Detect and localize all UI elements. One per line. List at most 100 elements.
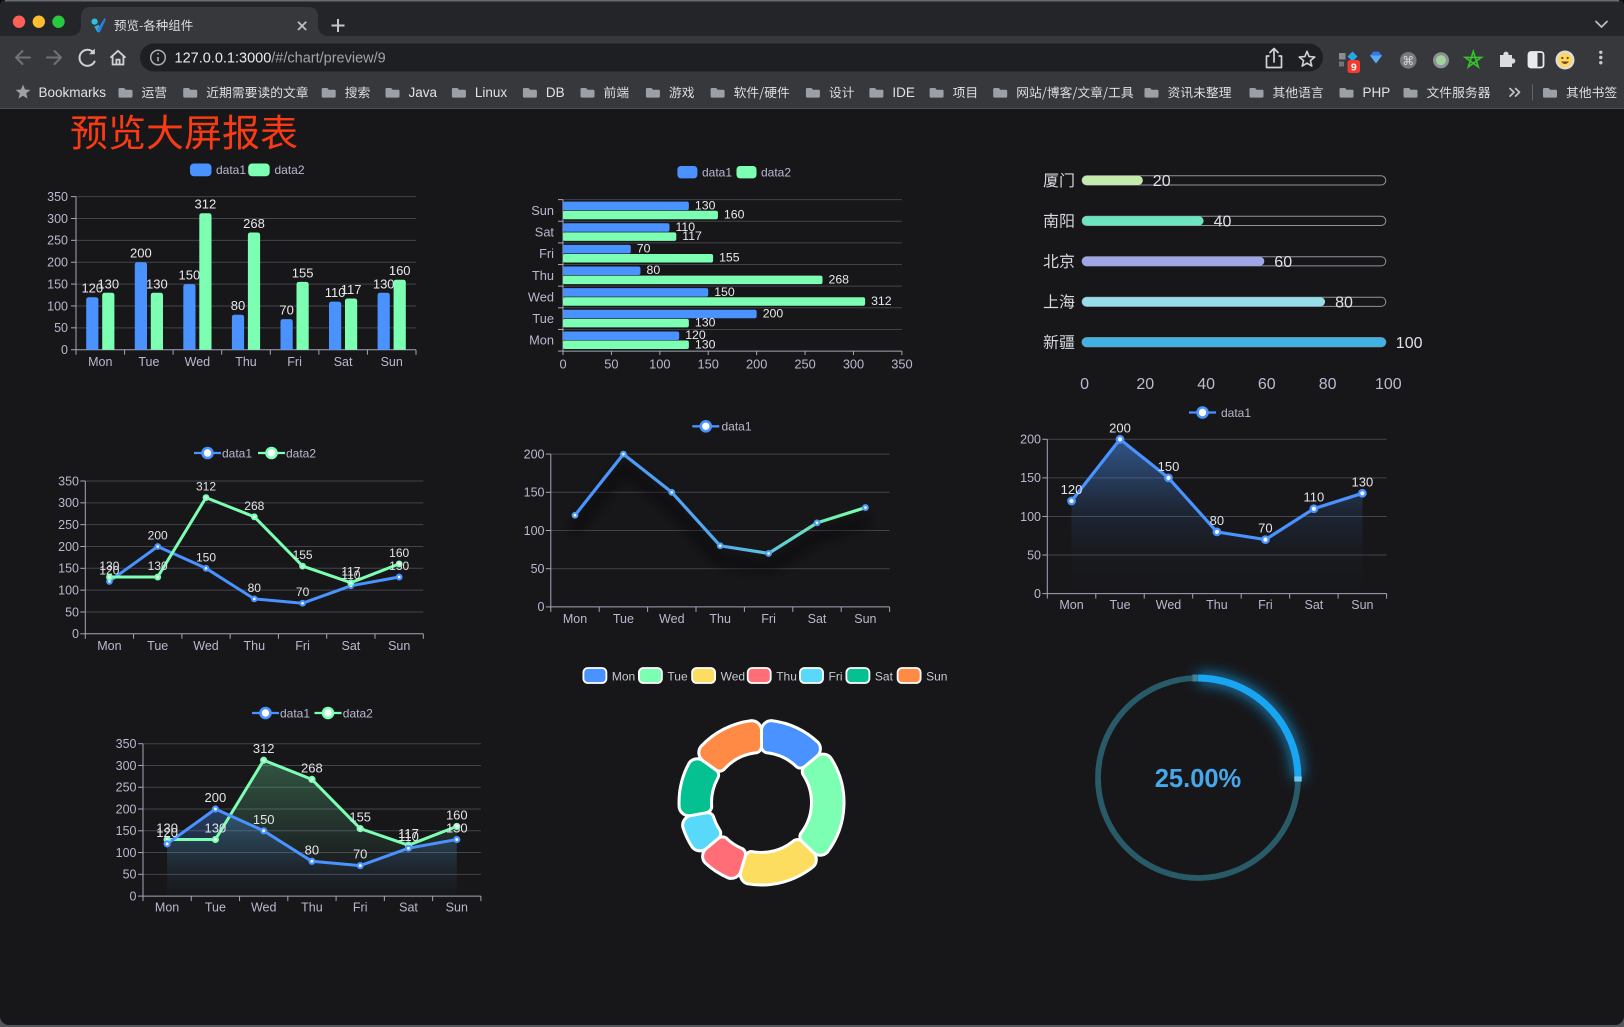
svg-text:20: 20 xyxy=(1153,173,1171,190)
svg-text:150: 150 xyxy=(698,356,719,371)
svg-text:130: 130 xyxy=(446,821,468,836)
svg-text:130: 130 xyxy=(695,316,716,330)
svg-text:Wed: Wed xyxy=(1156,598,1182,612)
svg-text:150: 150 xyxy=(253,812,275,827)
svg-text:130: 130 xyxy=(1352,474,1374,489)
svg-text:Thu: Thu xyxy=(709,612,731,626)
svg-text:200: 200 xyxy=(763,307,784,321)
svg-text:150: 150 xyxy=(179,268,201,283)
svg-text:Fri: Fri xyxy=(761,612,776,626)
svg-text:Mon: Mon xyxy=(529,333,554,348)
svg-text:Bookmarks: Bookmarks xyxy=(39,85,107,100)
svg-text:120: 120 xyxy=(81,281,103,296)
svg-text:110: 110 xyxy=(341,568,360,582)
svg-text:130: 130 xyxy=(146,276,168,291)
svg-text:Mon: Mon xyxy=(563,612,587,626)
svg-text:IDE: IDE xyxy=(892,85,915,100)
svg-text:160: 160 xyxy=(389,263,411,278)
svg-text:130: 130 xyxy=(389,559,409,573)
svg-text:300: 300 xyxy=(116,759,137,773)
svg-text:312: 312 xyxy=(871,294,892,308)
svg-text:300: 300 xyxy=(843,356,864,371)
svg-text:160: 160 xyxy=(446,807,468,822)
svg-text:Sun: Sun xyxy=(926,669,947,683)
svg-text:data1: data1 xyxy=(722,420,752,434)
svg-text:268: 268 xyxy=(243,216,265,231)
svg-text:100: 100 xyxy=(524,524,545,538)
svg-text:100: 100 xyxy=(1396,335,1423,352)
svg-text:0: 0 xyxy=(130,889,137,903)
svg-text:Thu: Thu xyxy=(776,669,797,683)
svg-text:130: 130 xyxy=(205,821,227,836)
svg-text:80: 80 xyxy=(305,842,319,857)
svg-text:130: 130 xyxy=(156,821,178,836)
svg-text:200: 200 xyxy=(130,246,152,261)
svg-text:117: 117 xyxy=(341,282,362,297)
svg-text:268: 268 xyxy=(244,499,264,513)
svg-text:50: 50 xyxy=(604,356,618,371)
svg-text:Fri: Fri xyxy=(295,639,310,653)
svg-text:130: 130 xyxy=(97,276,119,291)
svg-text:60: 60 xyxy=(1274,254,1292,271)
svg-text:70: 70 xyxy=(279,303,293,318)
svg-text:155: 155 xyxy=(349,810,371,825)
svg-text:0: 0 xyxy=(1034,587,1041,601)
svg-text:Fri: Fri xyxy=(539,246,554,261)
svg-text:312: 312 xyxy=(196,480,216,494)
svg-text:200: 200 xyxy=(148,529,168,543)
svg-text:Thu: Thu xyxy=(235,355,257,369)
svg-text:50: 50 xyxy=(531,562,545,576)
svg-text:150: 150 xyxy=(714,285,735,299)
svg-text:350: 350 xyxy=(116,737,137,751)
svg-text:20: 20 xyxy=(1136,376,1154,393)
svg-text:Tue: Tue xyxy=(205,900,226,914)
svg-text:data1: data1 xyxy=(222,446,252,460)
svg-text:150: 150 xyxy=(58,562,79,576)
svg-text:50: 50 xyxy=(65,605,79,619)
svg-text:200: 200 xyxy=(116,802,137,816)
svg-text:100: 100 xyxy=(1020,510,1041,524)
svg-text:80: 80 xyxy=(248,581,262,595)
svg-text:250: 250 xyxy=(116,781,137,795)
svg-text:80: 80 xyxy=(231,298,245,313)
svg-text:Thu: Thu xyxy=(532,268,554,283)
svg-text:Tue: Tue xyxy=(532,311,554,326)
svg-text:70: 70 xyxy=(353,847,367,862)
svg-text:Wed: Wed xyxy=(193,639,219,653)
svg-text:200: 200 xyxy=(1109,420,1131,435)
svg-text:268: 268 xyxy=(301,760,323,775)
svg-text:250: 250 xyxy=(794,356,815,371)
svg-text:80: 80 xyxy=(1210,513,1224,528)
svg-text:0: 0 xyxy=(61,343,68,357)
svg-text:312: 312 xyxy=(195,197,217,212)
svg-text:data1: data1 xyxy=(216,163,246,177)
svg-text:117: 117 xyxy=(341,565,360,579)
svg-text:Fri: Fri xyxy=(353,900,368,914)
svg-text:Sat: Sat xyxy=(334,355,353,369)
svg-text:130: 130 xyxy=(695,198,716,212)
svg-text:Sun: Sun xyxy=(381,355,403,369)
svg-text:130: 130 xyxy=(148,559,168,573)
svg-text:Wed: Wed xyxy=(659,612,685,626)
svg-text:117: 117 xyxy=(398,826,419,841)
svg-text:80: 80 xyxy=(1319,376,1337,393)
svg-text:Java: Java xyxy=(409,85,438,100)
svg-text:150: 150 xyxy=(116,824,137,838)
svg-text:data1: data1 xyxy=(702,165,732,179)
svg-text:250: 250 xyxy=(58,518,79,532)
svg-text:0: 0 xyxy=(72,627,79,641)
svg-text:200: 200 xyxy=(205,790,227,805)
svg-text:Mon: Mon xyxy=(155,900,179,914)
svg-text:130: 130 xyxy=(695,337,716,351)
svg-text:⌘: ⌘ xyxy=(1402,54,1414,68)
svg-text:155: 155 xyxy=(719,251,740,265)
svg-text:Wed: Wed xyxy=(528,289,554,304)
svg-text:Sat: Sat xyxy=(875,669,894,683)
svg-text:130: 130 xyxy=(99,559,119,573)
svg-text:Fri: Fri xyxy=(829,669,843,683)
svg-text:Tue: Tue xyxy=(1109,598,1130,612)
svg-text:Sun: Sun xyxy=(531,203,554,218)
svg-text:150: 150 xyxy=(1020,471,1041,485)
svg-text:110: 110 xyxy=(676,220,696,234)
svg-text:100: 100 xyxy=(47,299,68,313)
